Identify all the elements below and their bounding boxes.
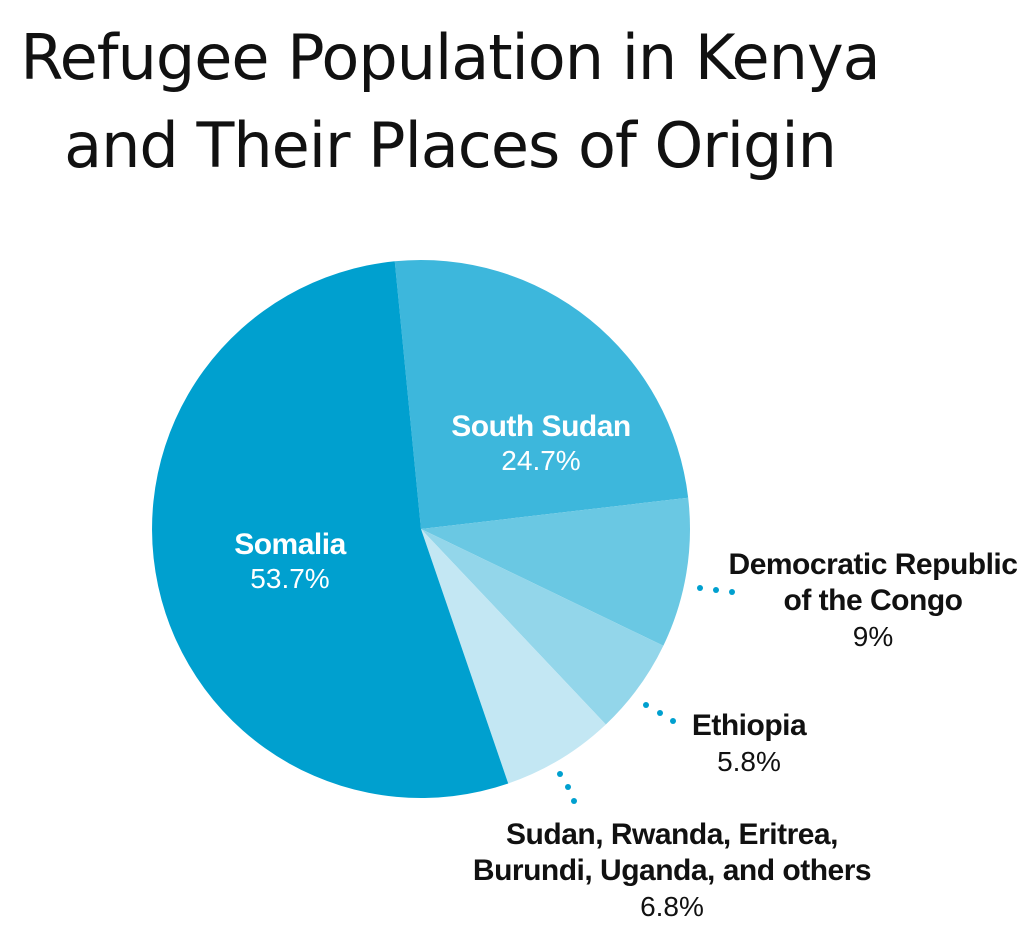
chart-title-line-1: Refugee Population in Kenya <box>20 21 880 94</box>
pie-slice-sudan-rwanda-eritrea <box>421 529 606 784</box>
slice-label-sudan-rwanda-eritrea-line-1: Sudan, Rwanda, Eritrea, <box>506 818 838 851</box>
leader-dot-sudan-rwanda-eritrea-2 <box>565 784 571 790</box>
pie-slices <box>152 259 690 798</box>
leader-dot-sudan-rwanda-eritrea-3 <box>571 798 577 804</box>
leader-dot-democratic-republic-3 <box>729 589 735 595</box>
pie-slice-south-sudan <box>394 259 689 529</box>
slice-label-ethiopia: Ethiopia <box>692 709 807 742</box>
pie-slice-somalia <box>152 261 509 798</box>
pie-slice-ethiopia <box>421 529 664 725</box>
slice-label-democratic-republic-line-1: Democratic Republic <box>729 548 1018 581</box>
slice-label-sudan-rwanda-eritrea-line-2: Burundi, Uganda, and others <box>473 854 871 887</box>
chart-title-line-2: and Their Places of Origin <box>64 109 837 182</box>
leader-dot-democratic-republic-1 <box>697 585 703 591</box>
leader-dot-sudan-rwanda-eritrea-1 <box>557 771 563 777</box>
slice-value-ethiopia: 5.8% <box>717 746 781 777</box>
slice-value-somalia: 53.7% <box>250 563 329 594</box>
leader-dot-ethiopia-3 <box>670 718 676 724</box>
slice-value-south-sudan: 24.7% <box>501 445 580 476</box>
pie-slice-democratic-republic <box>421 497 690 646</box>
slice-label-democratic-republic-line-2: of the Congo <box>784 584 963 617</box>
slice-label-south-sudan: South Sudan <box>451 410 630 443</box>
chart-title: Refugee Population in Kenya and Their Pl… <box>0 14 900 190</box>
slice-label-somalia: Somalia <box>234 528 346 561</box>
leader-dot-ethiopia-2 <box>657 710 663 716</box>
slice-value-democratic-republic: 9% <box>853 621 893 652</box>
slice-value-sudan-rwanda-eritrea: 6.8% <box>640 891 704 922</box>
leader-lines <box>557 585 735 804</box>
leader-dot-democratic-republic-2 <box>713 587 719 593</box>
leader-dot-ethiopia-1 <box>643 702 649 708</box>
